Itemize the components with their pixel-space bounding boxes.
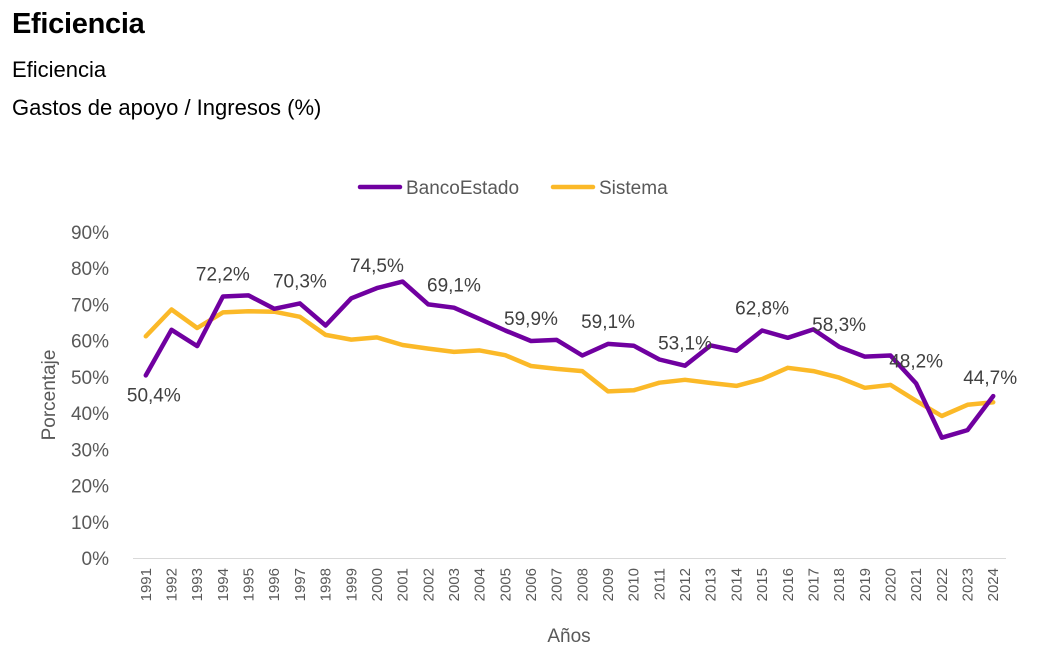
data-label: 59,1%	[581, 312, 635, 333]
x-tick-label: 2002	[420, 568, 437, 601]
series-line-sistema	[143, 307, 996, 419]
x-tick-label: 2012	[677, 568, 694, 601]
x-tick-label: 2019	[857, 568, 874, 601]
x-tick-label: 2008	[574, 568, 591, 601]
x-tick-label: 2020	[882, 568, 899, 601]
x-tick-label: 1998	[318, 568, 335, 601]
y-tick-label: 30%	[71, 440, 109, 461]
y-tick-label: 80%	[71, 259, 109, 280]
data-label: 53,1%	[658, 334, 712, 355]
series-line-bancoestado	[143, 279, 996, 440]
x-tick-label: 2003	[446, 568, 463, 601]
data-label: 69,1%	[427, 276, 481, 297]
y-tick-label: 20%	[71, 477, 109, 498]
data-label: 48,2%	[889, 351, 943, 372]
data-label: 70,3%	[273, 271, 327, 292]
x-tick-label: 2007	[549, 568, 566, 601]
x-tick-label: 2005	[497, 568, 514, 601]
x-tick-label: 2010	[626, 568, 643, 601]
y-tick-label: 90%	[71, 223, 109, 244]
x-tick-label: 2022	[934, 568, 951, 601]
data-label: 59,9%	[504, 309, 558, 330]
data-label: 44,7%	[963, 368, 1017, 389]
x-tick-label: 1995	[241, 568, 258, 601]
x-tick-label: 2011	[651, 568, 668, 600]
page-title: Eficiencia	[12, 8, 145, 40]
x-tick-label: 2000	[369, 568, 386, 601]
y-tick-label: 60%	[71, 332, 109, 353]
x-tick-label: 2023	[959, 568, 976, 601]
x-tick-label: 2016	[780, 568, 797, 601]
data-label: 50,4%	[127, 385, 181, 406]
x-tick-label: 2013	[703, 568, 720, 601]
y-tick-label: 50%	[71, 368, 109, 389]
x-tick-label: 1997	[292, 568, 309, 601]
x-tick-label: 2014	[728, 568, 745, 601]
data-label: 58,3%	[812, 315, 866, 336]
y-tick-label: 70%	[71, 295, 109, 316]
x-tick-label: 2015	[754, 568, 771, 601]
x-tick-label: 2018	[831, 568, 848, 601]
data-label: 72,2%	[196, 264, 250, 285]
x-tick-label: 2004	[472, 568, 489, 601]
x-tick-label: 2021	[908, 568, 925, 601]
x-tick-label: 2017	[805, 568, 822, 601]
x-tick-label: 1992	[164, 568, 181, 601]
chart-subtitle: Eficiencia	[12, 57, 107, 82]
x-axis-title: Años	[547, 626, 590, 647]
x-tick-label: 1993	[189, 568, 206, 601]
x-tick-label: 2009	[600, 568, 617, 601]
x-tick-label: 1996	[266, 568, 283, 601]
chart-metric-subtitle: Gastos de apoyo / Ingresos (%)	[12, 95, 322, 120]
x-tick-label: 2001	[395, 568, 412, 601]
data-label: 74,5%	[350, 256, 404, 277]
y-tick-label: 0%	[82, 549, 110, 570]
data-label: 62,8%	[735, 299, 789, 320]
x-tick-label: 2024	[985, 568, 1002, 601]
y-axis-title: Porcentaje	[39, 350, 60, 441]
legend-label-sistema: Sistema	[599, 178, 668, 199]
x-tick-label: 1991	[138, 568, 155, 601]
x-tick-label: 1994	[215, 568, 232, 601]
y-tick-label: 40%	[71, 404, 109, 425]
y-tick-label: 10%	[71, 513, 109, 534]
x-tick-label: 2006	[523, 568, 540, 601]
legend-label-bancoestado: BancoEstado	[406, 178, 519, 199]
x-tick-label: 1999	[343, 568, 360, 601]
